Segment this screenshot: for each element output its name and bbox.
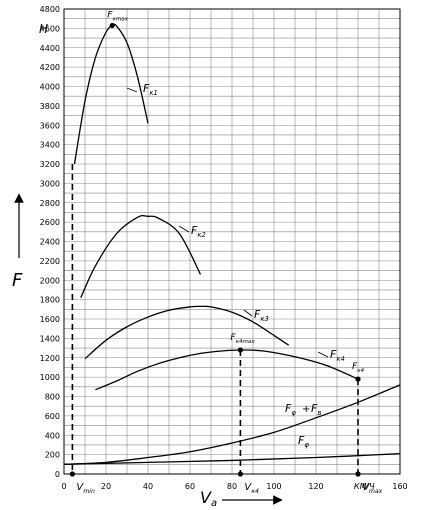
label-fk4-leader [317, 351, 329, 358]
y-tick-label: 3800 [40, 102, 60, 111]
x-unit-label: КМ/Ч [354, 482, 375, 491]
y-tick-label: 3000 [40, 179, 60, 188]
y-tick-label: 3400 [40, 141, 60, 150]
x-marker-vk4-label-sub: к4 [251, 488, 259, 495]
x-tick-label: 0 [61, 482, 66, 491]
marker-fkmax-label-sub: кmax [112, 16, 128, 22]
series-fk2-line [80, 214, 202, 298]
y-tick-label: 600 [45, 412, 60, 421]
y-tick-label: 3600 [40, 121, 60, 130]
marker-fk4max-label-main: F [230, 333, 236, 343]
marker-fkmax-label: Fкmax [107, 10, 128, 22]
y-tick-label: 4200 [40, 63, 60, 72]
label-fk2: Fк2 [191, 224, 206, 239]
x-tick-label: 160 [392, 482, 407, 491]
series-fpsi-fv-line [63, 384, 401, 465]
y-tick-label: 200 [45, 451, 60, 460]
label-fk2-sub: к2 [197, 231, 205, 239]
marker-fkmax-dot [109, 22, 115, 29]
y-tick-label: 0 [55, 470, 60, 479]
label-fpsi-fv-plus: + [302, 404, 310, 415]
marker-fk4max-label-sub: к4max [236, 339, 256, 345]
x-tick-label: 80 [227, 482, 237, 491]
y-tick-label: 3200 [40, 160, 60, 169]
marker-fk4-vmax-label-main: F [352, 362, 358, 372]
y-tick-label: 1000 [40, 373, 60, 382]
label-fpsi-fv-second-main: F [311, 402, 318, 415]
label-fk1: Fк1 [143, 82, 158, 97]
label-fk4-sub: к4 [336, 355, 344, 363]
x-marker-vmin-label: Vmin [76, 482, 95, 495]
label-fpsi-fv: Fφ [285, 402, 296, 417]
y-tick-label: 2200 [40, 257, 60, 266]
label-fk1-sub: к1 [149, 89, 157, 97]
series-fpsi-line [63, 453, 401, 465]
label-fpsi-main: F [298, 434, 305, 447]
axes: 0200400600800100012001400160018002000220… [12, 5, 408, 509]
y-tick-label: 400 [45, 431, 60, 440]
label-fk3-main: F [254, 308, 261, 321]
y-tick-label: 4000 [40, 83, 60, 92]
x-tick-label: 60 [185, 482, 195, 491]
label-fpsi-fv-second-sub: в [317, 409, 321, 417]
label-fpsi-fv-sub: φ [291, 409, 296, 417]
marker-fkmax-label-main: F [107, 10, 113, 20]
y-tick-label: 2600 [40, 218, 60, 227]
x-marker-vk4-label: Vк4 [244, 482, 259, 495]
marker-fk4-vmax-label: Fк4 [352, 362, 365, 374]
label-fk3-sub: к3 [260, 315, 268, 323]
label-fpsi-sub: φ [304, 441, 309, 449]
x-marker-vmin-label-main: V [76, 482, 84, 493]
y-axis-title: F [12, 270, 23, 291]
x-tick-label: 40 [143, 482, 153, 491]
series-fk4-line [95, 349, 359, 391]
x-marker-vmax-dot [355, 471, 361, 477]
x-marker-vmin-dot [69, 471, 75, 477]
marker-fk4-vmax-label-sub: к4 [357, 368, 364, 374]
y-tick-label: 1800 [40, 296, 60, 305]
label-fk1-main: F [143, 82, 150, 95]
x-marker-vmax-label-sub: max [369, 488, 383, 495]
series-fk1-line [73, 23, 149, 165]
x-axis-title: Va [200, 488, 217, 509]
y-tick-label: 2400 [40, 238, 60, 247]
label-fk2-main: F [191, 224, 198, 237]
y-tick-label: 1600 [40, 315, 60, 324]
x-marker-vmax-label: Vmax [362, 482, 383, 495]
y-tick-label: 2000 [40, 276, 60, 285]
x-marker-vmin-label-sub: min [83, 488, 95, 495]
y-tick-label: 800 [45, 393, 60, 402]
x-tick-label: 100 [266, 482, 281, 491]
label-fk3-leader [243, 309, 253, 317]
x-marker-vmax-label-main: V [362, 482, 370, 493]
y-tick-label: 4400 [40, 44, 60, 53]
y-tick-label: 2800 [40, 199, 60, 208]
marker-fk4max-label: Fк4max [230, 333, 255, 345]
label-fk2-leader [178, 225, 190, 233]
y-tick-label: 1200 [40, 354, 60, 363]
x-marker-vk4-dot [237, 471, 243, 477]
x-axis-title-sub: a [211, 498, 217, 509]
label-fpsi: Fφ [298, 434, 309, 449]
x-axis-title-main: V [200, 488, 212, 507]
label-fpsi-fv-second: Fв [311, 402, 321, 417]
grid [63, 8, 401, 475]
label-fk3: Fк3 [254, 308, 269, 323]
plot-frame [63, 8, 401, 475]
label-fk4: Fк4 [330, 348, 345, 363]
label-fpsi-fv-main: F [285, 402, 292, 415]
y-tick-label: 4600 [40, 24, 60, 33]
x-marker-vk4-label-main: V [244, 482, 252, 493]
y-unit-label: Н [39, 22, 48, 36]
x-tick-label: 20 [101, 482, 111, 491]
y-tick-label: 1400 [40, 334, 60, 343]
label-fk1-leader [126, 87, 138, 93]
x-tick-label: 120 [308, 482, 323, 491]
label-fk4-main: F [330, 348, 337, 361]
series-fk3-line [84, 305, 290, 360]
y-tick-label: 4800 [40, 5, 60, 14]
